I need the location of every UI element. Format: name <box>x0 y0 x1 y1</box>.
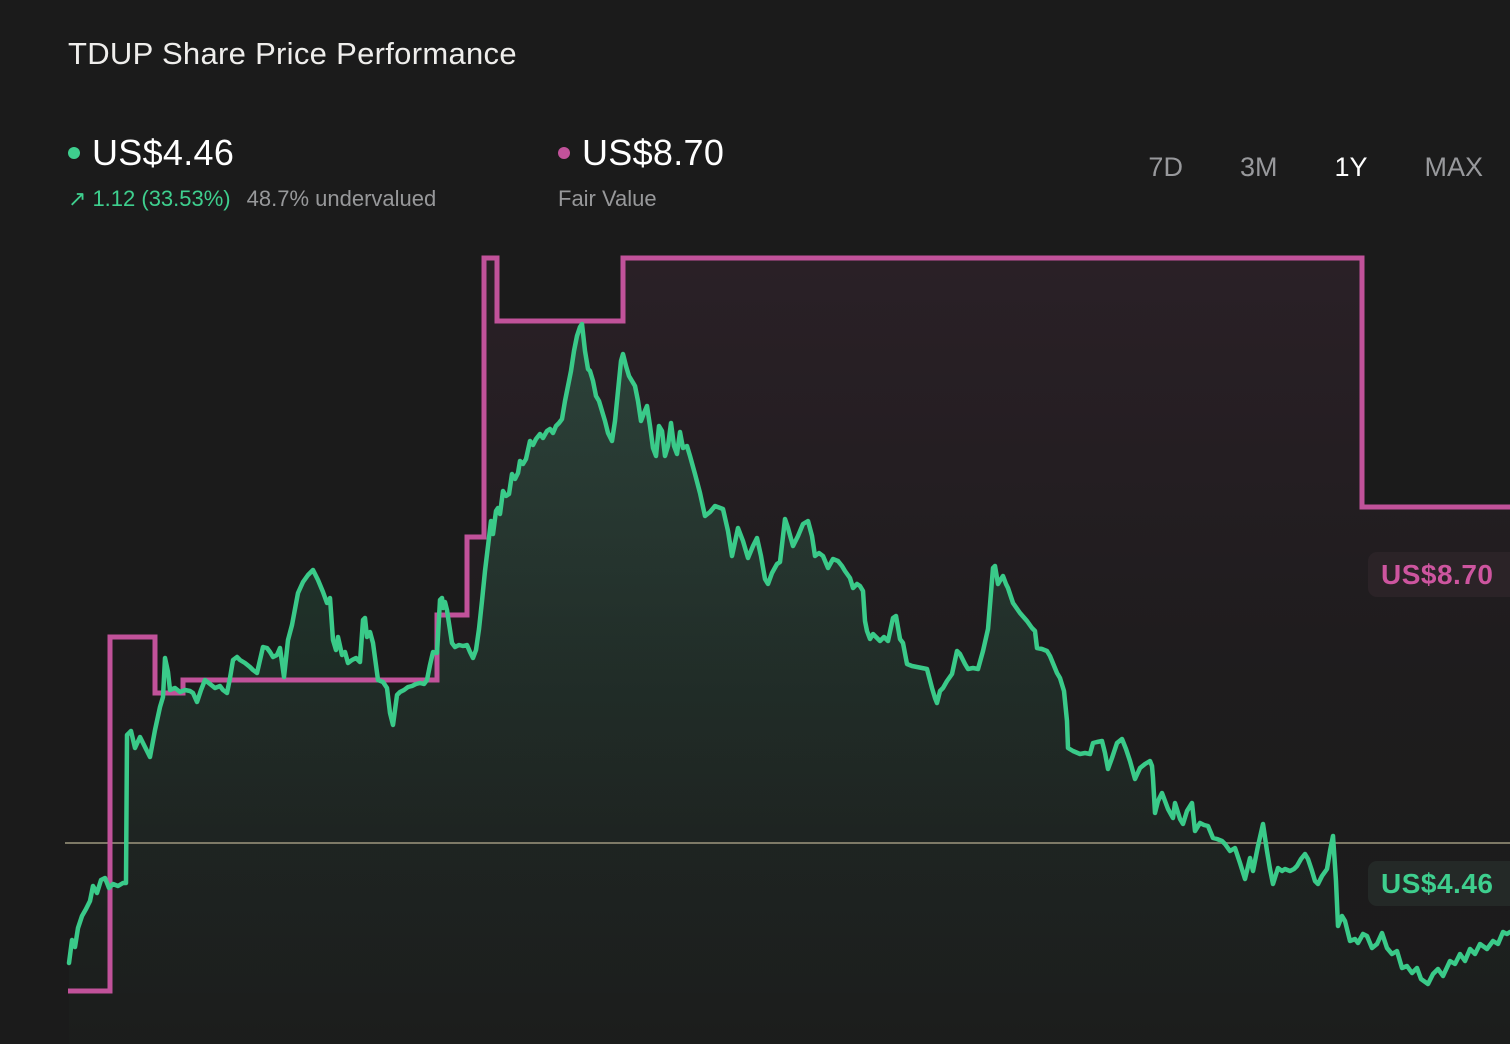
fair-value-badge: US$8.70 <box>1368 552 1510 597</box>
range-tab-3m[interactable]: 3M <box>1239 152 1278 182</box>
page-title: TDUP Share Price Performance <box>68 36 517 71</box>
fair-value-dot-icon <box>558 147 570 159</box>
share-price-value: US$4.46 <box>92 132 235 173</box>
range-tab-7d[interactable]: 7D <box>1148 152 1183 182</box>
share-price-change: 1.12 (33.53%) <box>92 186 231 211</box>
trend-up-arrow-icon: ↗ <box>68 186 87 211</box>
share-price-legend: US$4.46 ↗ 1.12 (33.53%) 48.7% undervalue… <box>68 132 436 212</box>
range-tab-max[interactable]: MAX <box>1424 152 1483 182</box>
current-price-badge: US$4.46 <box>1368 861 1510 906</box>
range-selector: 7D 3M 1Y MAX <box>1148 152 1483 183</box>
undervalued-label: 48.7% undervalued <box>246 186 437 211</box>
fair-value-label: Fair Value <box>558 186 657 211</box>
range-tab-1y[interactable]: 1Y <box>1334 152 1368 182</box>
fair-value-value: US$8.70 <box>582 132 725 173</box>
share-price-line <box>66 321 1510 987</box>
share-price-dot-icon <box>68 147 80 159</box>
fair-value-legend: US$8.70 Fair Value <box>558 132 724 212</box>
fair-value-line <box>68 255 1510 994</box>
share-price-area <box>69 324 1510 1044</box>
